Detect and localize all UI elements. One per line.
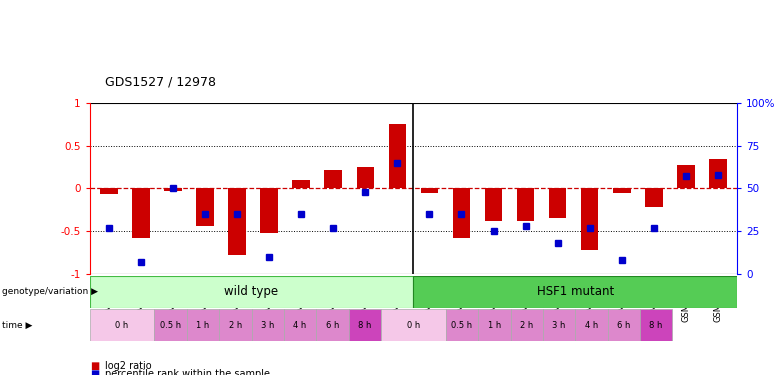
Text: 0 h: 0 h: [115, 321, 129, 330]
Text: log2 ratio: log2 ratio: [105, 361, 152, 370]
Bar: [165, 188, 182, 191]
Bar: [549, 188, 566, 218]
Bar: [388, 124, 406, 188]
Text: 0 h: 0 h: [407, 321, 420, 330]
Text: 4 h: 4 h: [585, 321, 598, 330]
Bar: [154, 309, 187, 341]
Bar: [517, 188, 534, 221]
Bar: [543, 309, 576, 341]
Bar: [446, 309, 478, 341]
Text: ■: ■: [90, 369, 99, 375]
Bar: [677, 165, 695, 188]
Text: 3 h: 3 h: [552, 321, 566, 330]
Text: percentile rank within the sample: percentile rank within the sample: [105, 369, 271, 375]
Bar: [576, 309, 608, 341]
Text: 8 h: 8 h: [358, 321, 371, 330]
Bar: [613, 188, 630, 193]
Bar: [219, 309, 251, 341]
Bar: [645, 188, 662, 207]
Text: 6 h: 6 h: [326, 321, 339, 330]
Bar: [324, 170, 342, 188]
Bar: [292, 180, 310, 188]
Bar: [229, 188, 246, 255]
Bar: [413, 276, 737, 308]
Bar: [478, 309, 510, 341]
Bar: [420, 188, 438, 193]
Bar: [640, 309, 672, 341]
Text: 0.5 h: 0.5 h: [452, 321, 473, 330]
Bar: [90, 309, 154, 341]
Text: 2 h: 2 h: [229, 321, 242, 330]
Bar: [381, 309, 446, 341]
Text: time ▶: time ▶: [2, 321, 32, 330]
Text: 4 h: 4 h: [293, 321, 307, 330]
Bar: [608, 309, 640, 341]
Bar: [349, 309, 381, 341]
Bar: [251, 309, 284, 341]
Text: 1 h: 1 h: [197, 321, 210, 330]
Bar: [452, 188, 470, 238]
Text: wild type: wild type: [225, 285, 278, 298]
Bar: [100, 188, 118, 194]
Bar: [284, 309, 317, 341]
Text: 2 h: 2 h: [520, 321, 534, 330]
Text: HSF1 mutant: HSF1 mutant: [537, 285, 614, 298]
Bar: [510, 309, 543, 341]
Text: 6 h: 6 h: [617, 321, 630, 330]
Bar: [187, 309, 219, 341]
Bar: [317, 309, 349, 341]
Bar: [90, 276, 413, 308]
Bar: [356, 167, 374, 188]
Bar: [132, 188, 150, 238]
Text: ■: ■: [90, 361, 99, 370]
Bar: [709, 159, 727, 188]
Text: 0.5 h: 0.5 h: [160, 321, 181, 330]
Bar: [197, 188, 214, 226]
Bar: [581, 188, 598, 250]
Text: 8 h: 8 h: [650, 321, 663, 330]
Text: GDS1527 / 12978: GDS1527 / 12978: [105, 75, 216, 88]
Bar: [484, 188, 502, 221]
Text: 1 h: 1 h: [488, 321, 501, 330]
Text: 3 h: 3 h: [261, 321, 275, 330]
Text: genotype/variation ▶: genotype/variation ▶: [2, 287, 98, 296]
Bar: [261, 188, 278, 233]
